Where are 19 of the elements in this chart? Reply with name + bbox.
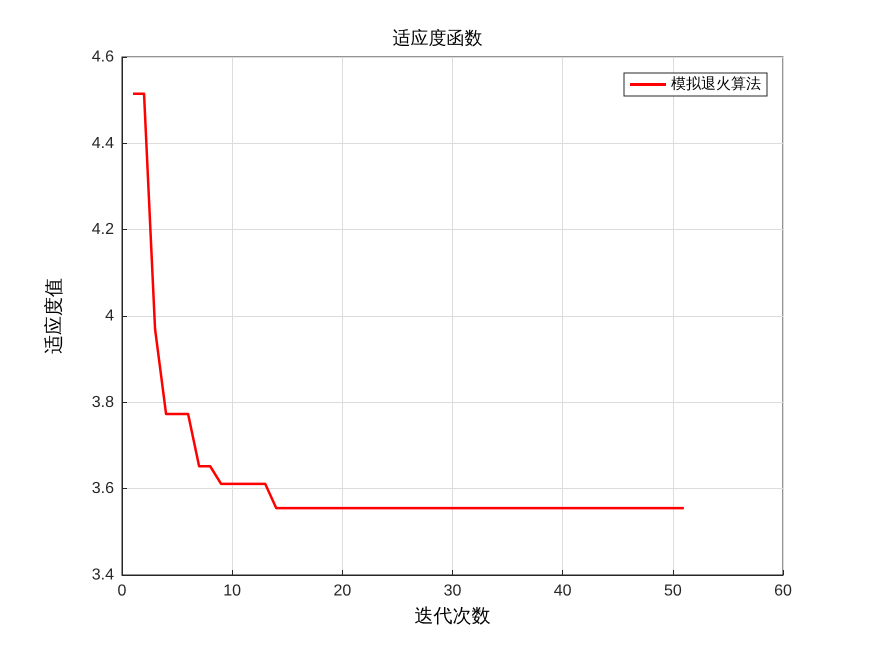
line-series — [132, 92, 686, 510]
x-tick-label: 30 — [444, 582, 462, 600]
y-tick-label: 4.2 — [92, 221, 114, 238]
legend-label: 模拟退火算法 — [671, 76, 761, 92]
x-tick-label: 10 — [223, 582, 242, 600]
y-tick-label: 3.6 — [92, 480, 114, 498]
y-tick-label: 4 — [105, 308, 114, 324]
y-tick-label: 3.8 — [92, 394, 114, 411]
y-tick-label: 4.6 — [92, 48, 114, 66]
x-tick-label: 20 — [333, 582, 352, 600]
y-axis-title: 适应度值 — [43, 278, 65, 354]
x-tick-label: 0 — [118, 582, 127, 600]
chart-title: 适应度函数 — [392, 28, 482, 48]
x-tick-label: 40 — [554, 582, 572, 600]
x-tick-label: 60 — [774, 582, 792, 600]
x-axis-title: 迭代次数 — [414, 606, 490, 627]
y-tick-label: 3.4 — [92, 566, 114, 584]
y-tick-label: 4.4 — [92, 134, 114, 152]
x-tick-label: 50 — [664, 582, 682, 600]
